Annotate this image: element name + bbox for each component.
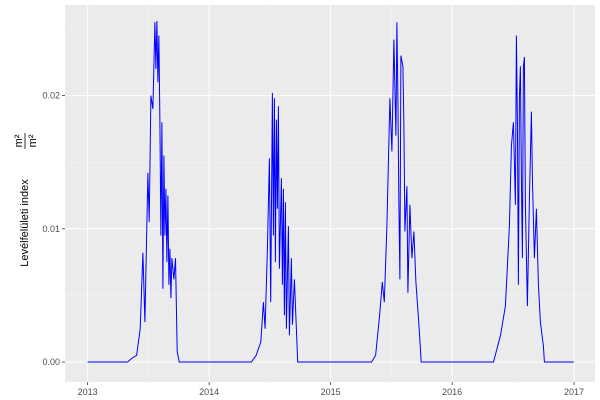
y-axis-title: Levélfelületi index m² m² [13, 133, 39, 267]
y-tick-label: 0.01 [42, 224, 60, 234]
plot-panel [65, 5, 595, 382]
x-tick-label: 2013 [78, 387, 98, 397]
series-line [87, 20, 574, 363]
y-axis: 0.00 0.01 0.02 [42, 91, 65, 367]
y-unit-denominator: m² [27, 134, 39, 147]
x-tick-label: 2017 [564, 387, 584, 397]
x-tick-label: 2016 [442, 387, 462, 397]
x-tick-label: 2015 [321, 387, 341, 397]
y-unit-numerator: m² [13, 134, 25, 147]
x-tick-label: 2014 [199, 387, 219, 397]
y-axis-label: Levélfelületi index [19, 179, 31, 267]
grid-lines [65, 5, 595, 382]
y-tick-label: 0.02 [42, 91, 60, 101]
x-axis: 2013 2014 2015 2016 2017 [78, 382, 584, 397]
y-tick-label: 0.00 [42, 357, 60, 367]
